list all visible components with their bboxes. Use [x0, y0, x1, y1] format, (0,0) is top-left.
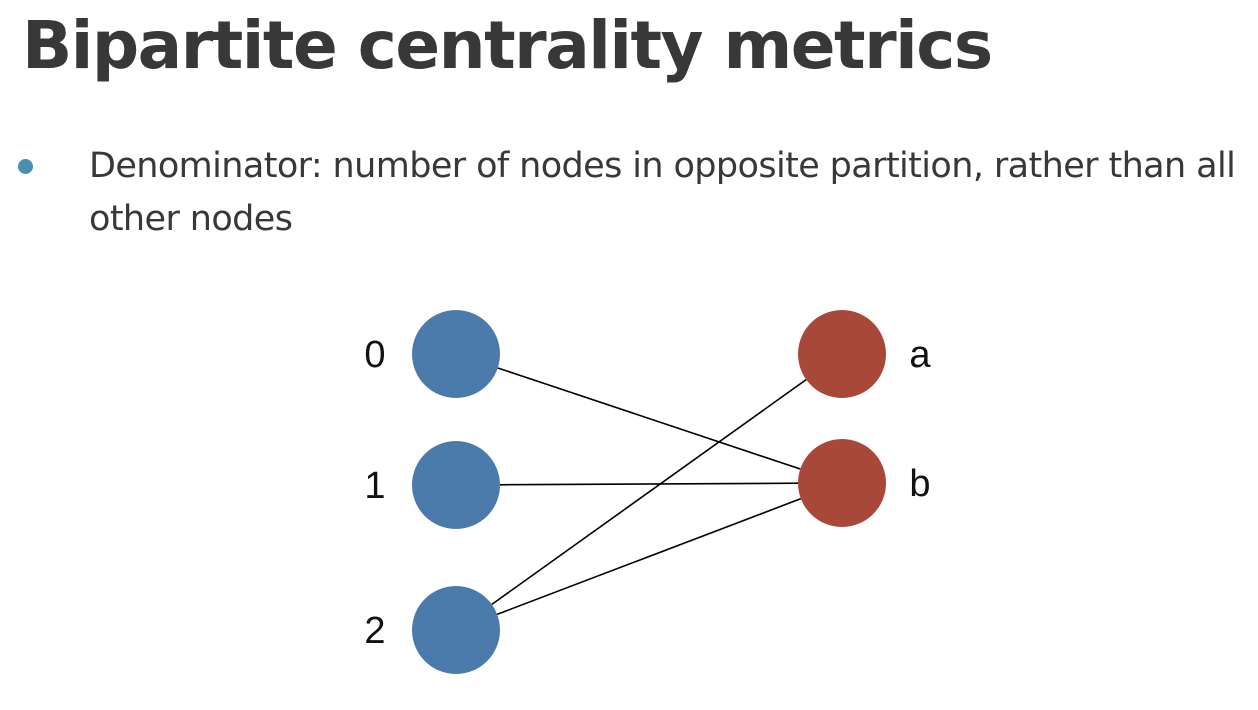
- node-0: [412, 310, 500, 398]
- edge-1-b: [499, 482, 799, 486]
- node-2: [412, 586, 500, 674]
- bullet-dot-icon: [18, 159, 33, 174]
- bullet-item: Denominator: number of nodes in opposite…: [14, 140, 1244, 250]
- node-label-0: 0: [364, 334, 385, 376]
- graph-edges: [491, 367, 807, 616]
- node-label-b: b: [909, 463, 930, 505]
- edge-2-b: [496, 497, 802, 616]
- node-b: [798, 439, 886, 527]
- edge-0-b: [497, 367, 801, 470]
- node-label-2: 2: [364, 610, 385, 652]
- graph-nodes: [412, 310, 886, 674]
- node-1: [412, 441, 500, 529]
- slide-title: Bipartite centrality metrics: [22, 7, 993, 84]
- graph-labels: 0 1 2 a b: [364, 334, 931, 652]
- node-label-a: a: [909, 334, 931, 376]
- node-label-1: 1: [364, 465, 385, 507]
- edge-2-a: [491, 378, 807, 606]
- bullet-text: Denominator: number of nodes in opposite…: [89, 146, 1236, 239]
- node-a: [798, 310, 886, 398]
